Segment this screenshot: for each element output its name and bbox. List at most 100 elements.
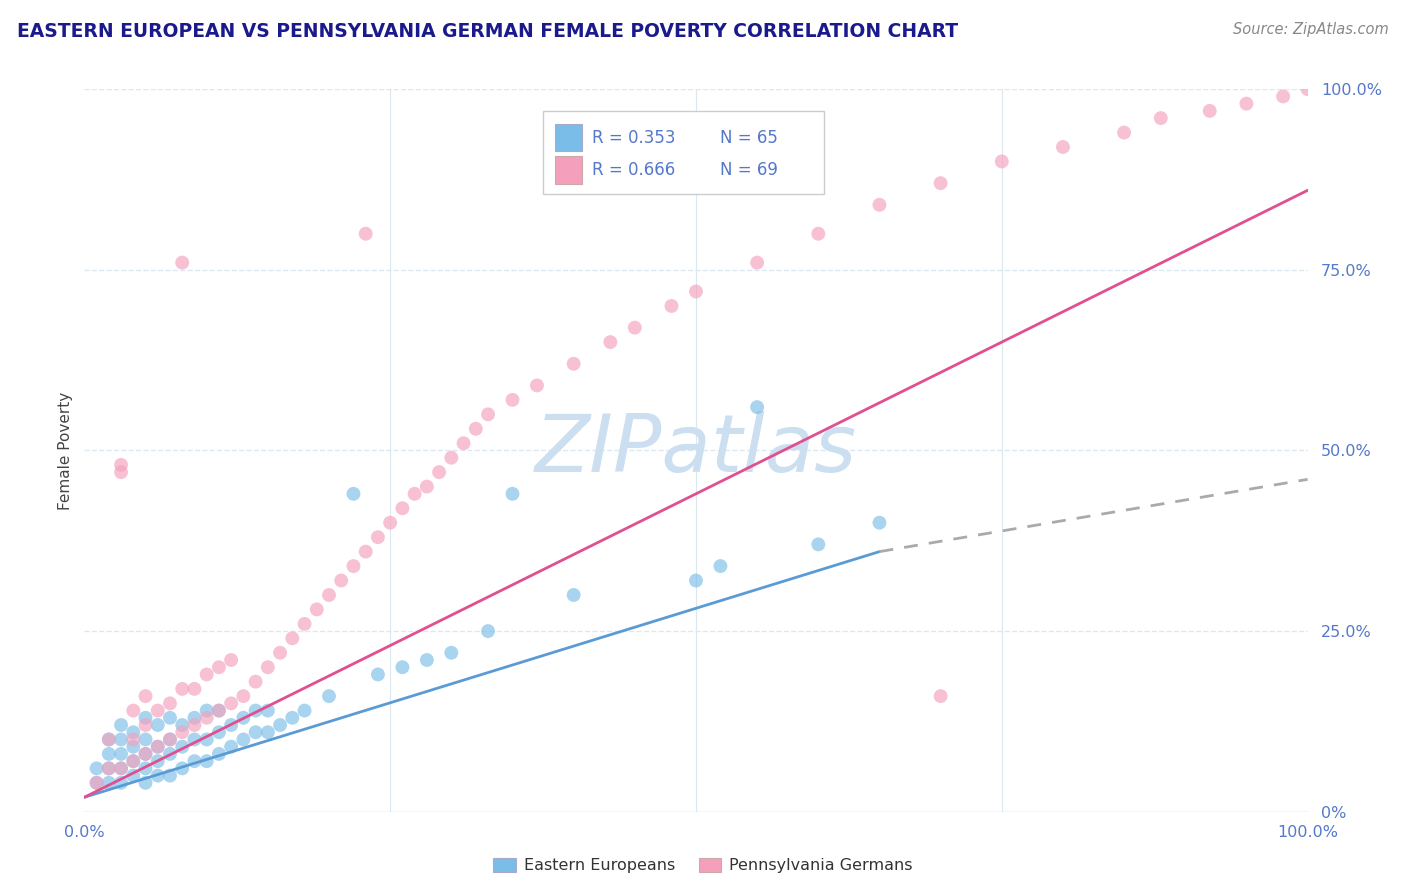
Point [477,407,499,421]
FancyBboxPatch shape [543,111,824,194]
Point [245,674,267,689]
Point [110,761,132,775]
Point [183,754,205,768]
Point [219,739,242,754]
Text: R = 0.353: R = 0.353 [592,128,675,146]
Point [269,646,291,660]
Point [685,574,707,588]
Point [135,711,157,725]
Point [305,602,328,616]
Point [232,689,254,703]
Point [807,537,830,551]
Point [526,378,548,392]
Point [97,761,120,775]
Point [195,732,218,747]
Point [135,718,157,732]
Point [391,501,413,516]
Point [416,480,439,494]
Point [195,667,218,681]
Point [330,574,353,588]
Point [416,653,439,667]
Point [869,516,891,530]
Point [122,725,145,739]
Point [232,732,254,747]
Point [245,725,267,739]
Point [159,732,181,747]
Point [122,732,145,747]
Point [146,739,169,754]
Point [122,769,145,783]
Point [354,544,377,558]
Point [342,559,364,574]
Point [747,255,769,269]
Point [440,646,463,660]
Point [122,704,145,718]
Point [183,711,205,725]
Point [146,739,169,754]
Point [208,704,231,718]
Point [135,747,157,761]
Point [146,754,169,768]
Point [354,227,377,241]
Point [122,754,145,768]
Point [440,450,463,465]
Point [135,689,157,703]
Point [208,747,231,761]
Point [135,732,157,747]
Point [146,718,169,732]
Point [477,624,499,639]
Point [159,696,181,710]
Point [1114,126,1136,140]
Text: ZIPatlas: ZIPatlas [534,411,858,490]
Point [86,761,108,775]
Point [159,711,181,725]
Point [281,711,304,725]
Point [562,357,585,371]
Point [391,660,413,674]
Point [219,718,242,732]
Point [110,732,132,747]
Text: EASTERN EUROPEAN VS PENNSYLVANIA GERMAN FEMALE POVERTY CORRELATION CHART: EASTERN EUROPEAN VS PENNSYLVANIA GERMAN … [17,22,957,41]
Point [294,704,316,718]
Point [257,704,280,718]
Point [159,769,181,783]
Point [747,400,769,414]
FancyBboxPatch shape [555,156,582,184]
Point [624,320,647,334]
Point [86,776,108,790]
Point [232,711,254,725]
Point [208,660,231,674]
Point [562,588,585,602]
Point [367,530,389,544]
Point [159,747,181,761]
Point [172,725,194,739]
Point [929,689,952,703]
Point [294,616,316,631]
Point [1150,111,1173,125]
Point [318,689,340,703]
Text: R = 0.666: R = 0.666 [592,161,675,179]
Point [159,732,181,747]
Point [172,761,194,775]
Point [110,747,132,761]
Point [219,696,242,710]
Point [97,747,120,761]
Point [97,776,120,790]
Point [709,559,731,574]
Point [110,465,132,479]
Point [172,718,194,732]
Legend: Eastern Europeans, Pennsylvania Germans: Eastern Europeans, Pennsylvania Germans [486,851,920,880]
Point [208,704,231,718]
Point [110,458,132,472]
Point [1236,96,1258,111]
Point [464,422,486,436]
Point [110,718,132,732]
Point [1198,103,1220,118]
Text: N = 65: N = 65 [720,128,779,146]
Point [97,732,120,747]
Point [135,776,157,790]
Point [97,732,120,747]
Point [318,588,340,602]
Point [135,747,157,761]
Point [807,227,830,241]
